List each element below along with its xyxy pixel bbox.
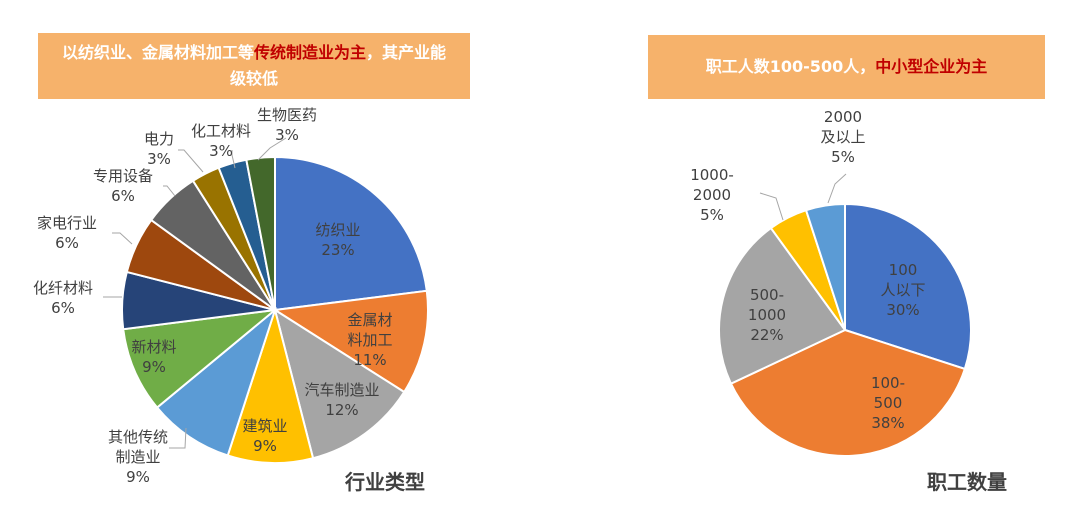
industry-chart-title: 行业类型 [344, 470, 425, 494]
pie-slice [273, 307, 406, 460]
slice-category-label: 料加工 [347, 331, 392, 349]
slice-value-label: 5% [700, 206, 724, 224]
slice-value-label: 9% [253, 437, 277, 455]
slice-category-label: 家电行业 [37, 214, 97, 232]
slice-category-label: 1000- [690, 166, 734, 184]
slice-category-label: 1000 [748, 306, 786, 324]
leader-line [163, 185, 176, 197]
leader-line [231, 150, 236, 169]
slice-value-label: 22% [750, 326, 783, 344]
left-banner-text-after: ，其产业能级较低 [229, 43, 447, 88]
pie-slice [272, 289, 429, 394]
left-banner-text-before: 以纺织业、金属材料加工等 [61, 43, 254, 62]
slice-category-label: 电力 [144, 130, 174, 148]
left-banner-highlight: 传统制造业为主 [253, 43, 366, 62]
slice-category-label: 纺织业 [315, 221, 360, 239]
slice-category-label: 汽车制造业 [304, 381, 379, 399]
slice-category-label: 制造业 [115, 448, 160, 466]
slice-category-label: 建筑业 [242, 417, 287, 435]
slice-category-label: 2000 [824, 108, 862, 126]
slice-value-label: 23% [321, 241, 354, 259]
slice-value-label: 11% [353, 351, 386, 369]
leader-line [257, 137, 287, 161]
slice-value-label: 30% [886, 301, 919, 319]
slice-value-label: 6% [111, 187, 135, 205]
staff-chart-title: 职工数量 [927, 470, 1007, 494]
slice-value-label: 6% [51, 299, 75, 317]
slice-value-label: 3% [209, 142, 233, 160]
slice-value-label: 38% [871, 414, 904, 432]
slice-category-label: 100 [889, 261, 918, 279]
pie-slice [717, 226, 847, 385]
slice-category-label: 专用设备 [93, 167, 153, 185]
slice-value-label: 12% [325, 401, 358, 419]
staff-pie-chart: 100 人以下 30% 100- 500 38% 500- 1000 22% 1000- 2000 5… [690, 108, 972, 457]
left-banner: 以纺织业、金属材料加工等传统制造业为主，其产业能级较低 [38, 33, 470, 99]
slice-category-label: 其他传统 [108, 428, 168, 446]
right-banner: 职工人数100-500人，中小型企业为主 [648, 35, 1045, 99]
slice-value-label: 3% [275, 126, 299, 144]
pie-slice [122, 308, 279, 409]
slice-category-label: 2000 [693, 186, 731, 204]
slice-category-label: 化纤材料 [33, 279, 93, 297]
slice-category-label: 100- [871, 374, 905, 392]
pie-slice [226, 306, 315, 464]
slice-value-label: 9% [142, 358, 166, 376]
slice-category-label: 人以下 [880, 281, 925, 299]
leader-line [759, 192, 784, 221]
right-banner-text: 职工人数100-500人，中小型企业为主 [706, 54, 987, 80]
pie-slice [729, 328, 967, 457]
slice-category-label: 新材料 [131, 338, 176, 356]
slice-value-label: 3% [147, 150, 171, 168]
right-banner-highlight: 中小型企业为主 [875, 57, 988, 76]
slice-category-label: 生物医药 [257, 106, 317, 124]
right-banner-text-before: 职工人数100-500人， [705, 57, 876, 76]
pie-slice [274, 155, 428, 312]
pie-slice [804, 202, 846, 331]
pie-slice [155, 307, 278, 457]
slice-category-label: 及以上 [820, 128, 865, 146]
leader-line [827, 173, 847, 204]
left-banner-text: 以纺织业、金属材料加工等传统制造业为主，其产业能级较低 [60, 40, 448, 92]
slice-value-label: 9% [126, 468, 150, 486]
leader-line [169, 427, 187, 449]
pie-slice [844, 202, 972, 371]
slice-value-label: 5% [831, 148, 855, 166]
leader-line [112, 232, 133, 245]
slice-category-label: 500- [750, 286, 784, 304]
leader-line [178, 149, 204, 173]
slice-value-label: 6% [55, 234, 79, 252]
slice-category-label: 500 [874, 394, 903, 412]
slice-category-label: 金属材 [347, 311, 392, 329]
slice-category-label: 化工材料 [191, 122, 251, 140]
